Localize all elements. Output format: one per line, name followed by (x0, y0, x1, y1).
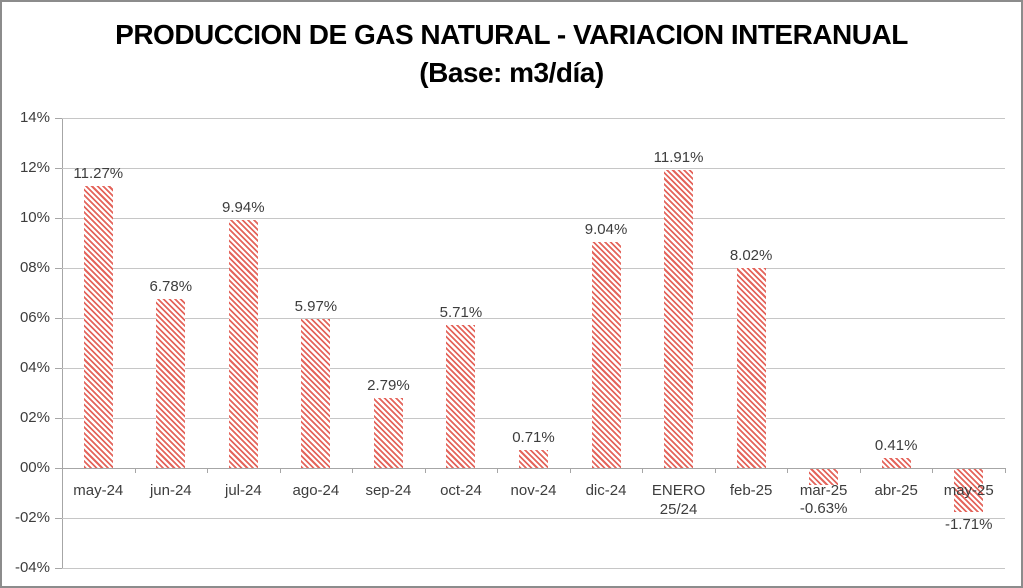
y-tick-label: 10% (19, 209, 50, 226)
y-tick-label: 02% (19, 409, 50, 426)
y-tick-mark (55, 368, 62, 369)
x-category-label: jul-24 (224, 482, 262, 499)
bar (83, 186, 113, 468)
x-tick-mark (352, 468, 354, 473)
x-tick-mark (497, 468, 499, 473)
gridline (62, 518, 1005, 519)
y-tick-mark (55, 118, 62, 119)
y-tick-mark (55, 468, 62, 469)
y-tick-mark (55, 268, 62, 269)
y-tick-label: 06% (19, 309, 50, 326)
x-category-label: oct-24 (440, 482, 482, 499)
bar-value-label: 0.71% (512, 429, 555, 447)
x-category-label: mar-25 (799, 482, 848, 499)
bar-value-label: 11.91% (653, 149, 704, 167)
bar-value-label: -1.71% (944, 515, 993, 533)
y-tick-label: 14% (19, 109, 50, 126)
x-tick-mark (279, 468, 281, 473)
plot-area: 11.27% 6.78% 9.94% 5.97% 2.79% 5.71% 0.71% 9.04… (62, 118, 1006, 569)
x-category-label: sep-24 (365, 482, 412, 499)
bar (228, 219, 258, 468)
gridline (62, 168, 1005, 169)
y-tick-label: 00% (19, 459, 50, 476)
bar-value-label: -0.63% (799, 500, 848, 517)
x-category-label: dic-24 (585, 482, 627, 499)
bar-value-label: 2.79% (367, 377, 410, 395)
x-tick-mark (207, 468, 209, 473)
y-tick-mark (55, 568, 62, 569)
x-category-label: feb-25 (729, 482, 773, 499)
bar-value-label: 11.27% (73, 165, 124, 183)
y-tick-label: 12% (19, 159, 50, 176)
x-tick-mark (424, 468, 426, 473)
y-tick-label: -02% (14, 509, 50, 526)
gridline (62, 268, 1005, 269)
x-category-label: ago-24 (292, 482, 340, 499)
x-category-label: may-24 (73, 482, 124, 499)
gridline (62, 118, 1005, 119)
x-category-label: may-25 (943, 482, 994, 499)
bar (446, 325, 476, 468)
x-tick-mark (62, 468, 63, 473)
y-tick-mark (55, 418, 62, 419)
bar (881, 457, 911, 468)
chart-title: PRODUCCION DE GAS NATURAL - VARIACION IN… (2, 16, 1021, 92)
y-tick-label: 04% (19, 359, 50, 376)
bar-value-label: 8.02% (729, 246, 773, 264)
x-category-label: nov-24 (510, 482, 557, 499)
bar-value-label: 0.41% (874, 436, 918, 454)
bar-value-label: 9.04% (584, 221, 628, 238)
gridline (62, 368, 1005, 369)
y-tick-mark (55, 218, 62, 219)
gridline (62, 318, 1005, 319)
x-tick-mark (1005, 468, 1006, 473)
bar (809, 469, 839, 485)
y-tick-mark (55, 318, 62, 319)
bar (301, 318, 331, 468)
y-axis-line (62, 118, 63, 569)
chart-title-line2: (Base: m3/día) (419, 57, 604, 88)
x-axis-line (62, 468, 1005, 469)
x-category-label: ENERO 25/24 (651, 482, 706, 518)
x-tick-mark (134, 468, 136, 473)
bar (736, 267, 766, 468)
x-tick-mark (714, 468, 716, 473)
gridline (62, 218, 1005, 219)
bar-value-label: 6.78% (149, 277, 193, 295)
bar-value-label: 5.97% (294, 297, 338, 315)
x-tick-mark (642, 468, 644, 473)
gridline (62, 568, 1005, 569)
bar-value-label: 5.71% (439, 304, 483, 322)
x-category-label: abr-25 (874, 482, 918, 499)
x-tick-mark (787, 468, 789, 473)
bar (664, 170, 694, 468)
bar (156, 298, 186, 468)
bar (954, 469, 984, 512)
x-tick-mark (569, 468, 571, 473)
y-tick-mark (55, 168, 62, 169)
y-tick-label: -04% (14, 559, 50, 576)
bar-value-label: 9.94% (222, 198, 265, 216)
y-tick-label: 08% (19, 259, 50, 276)
chart-title-line1: PRODUCCION DE GAS NATURAL - VARIACION IN… (115, 19, 908, 50)
y-tick-mark (55, 518, 62, 519)
gridline (62, 418, 1005, 419)
x-tick-mark (859, 468, 861, 473)
bar (373, 398, 403, 468)
bar (591, 242, 621, 468)
x-tick-mark (932, 468, 934, 473)
x-category-label: jun-24 (149, 482, 192, 499)
bar (519, 450, 548, 468)
